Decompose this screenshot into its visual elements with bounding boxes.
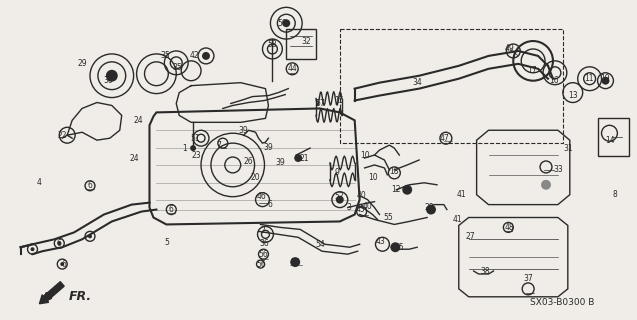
Text: 11: 11	[584, 74, 594, 83]
Text: 37: 37	[523, 275, 533, 284]
Circle shape	[541, 180, 551, 190]
Text: 35: 35	[173, 63, 182, 72]
Text: 43: 43	[376, 237, 385, 246]
Circle shape	[190, 145, 196, 151]
Text: SX03-B0300 B: SX03-B0300 B	[530, 298, 594, 307]
Text: 58: 58	[268, 39, 277, 49]
Text: 46: 46	[257, 192, 266, 201]
Text: 4: 4	[37, 178, 42, 187]
Text: 33: 33	[553, 165, 562, 174]
Circle shape	[88, 234, 92, 238]
Text: 52: 52	[334, 192, 343, 201]
Text: 6: 6	[268, 200, 273, 209]
Bar	[598, 118, 629, 156]
Text: 10: 10	[368, 173, 377, 182]
Circle shape	[106, 70, 118, 82]
Text: 41: 41	[453, 215, 462, 224]
Text: 47: 47	[440, 134, 450, 143]
Text: 34: 34	[412, 78, 422, 87]
Text: 48: 48	[505, 223, 514, 232]
Text: 10: 10	[360, 150, 369, 160]
Circle shape	[601, 77, 610, 85]
Text: 31: 31	[563, 144, 573, 153]
Text: 21: 21	[299, 154, 309, 163]
Text: 23: 23	[191, 150, 201, 160]
Text: 16: 16	[549, 76, 559, 85]
Text: 14: 14	[606, 136, 615, 145]
Circle shape	[57, 241, 61, 245]
Text: 7: 7	[217, 140, 221, 150]
Text: 5: 5	[164, 238, 169, 247]
Bar	[340, 29, 563, 143]
Text: 57: 57	[315, 99, 325, 108]
Text: 6: 6	[87, 181, 92, 190]
Text: 6: 6	[169, 205, 174, 214]
Text: 56: 56	[259, 250, 268, 259]
Text: 8: 8	[612, 190, 617, 199]
Text: 28: 28	[424, 203, 434, 212]
Text: 12: 12	[392, 185, 401, 194]
Text: 39: 39	[264, 143, 273, 152]
Text: 55: 55	[383, 213, 393, 222]
Text: 56: 56	[257, 260, 266, 268]
Circle shape	[31, 247, 34, 251]
Text: 2: 2	[260, 226, 265, 235]
Circle shape	[390, 242, 400, 252]
Text: 30: 30	[103, 76, 113, 85]
Text: 20: 20	[251, 173, 261, 182]
Text: 24: 24	[130, 154, 140, 163]
Text: 27: 27	[466, 232, 475, 241]
Bar	[286, 29, 316, 59]
Text: 42: 42	[189, 52, 199, 60]
Circle shape	[294, 154, 302, 162]
Text: 24: 24	[134, 116, 143, 125]
Text: 39: 39	[239, 126, 248, 135]
Text: 6: 6	[57, 239, 62, 248]
Text: 49: 49	[505, 44, 514, 53]
Text: 41: 41	[457, 190, 466, 199]
Text: 38: 38	[481, 267, 490, 276]
Text: 29: 29	[77, 59, 87, 68]
Text: 17: 17	[527, 66, 537, 75]
Text: 6: 6	[62, 260, 67, 268]
Circle shape	[290, 257, 300, 267]
Circle shape	[336, 196, 344, 204]
Circle shape	[403, 185, 412, 195]
Text: 54: 54	[315, 240, 325, 249]
Circle shape	[282, 19, 290, 27]
Text: 32: 32	[301, 36, 311, 45]
Text: 50: 50	[278, 19, 287, 28]
Text: 35: 35	[161, 52, 170, 60]
Text: 53: 53	[290, 258, 300, 267]
Text: 25: 25	[394, 243, 404, 252]
Text: 44: 44	[287, 64, 297, 73]
Text: 39: 39	[275, 158, 285, 167]
Text: 9: 9	[334, 168, 340, 177]
Circle shape	[426, 204, 436, 214]
Text: 3: 3	[347, 203, 351, 212]
Text: 13: 13	[568, 91, 578, 100]
Text: 26: 26	[244, 157, 254, 166]
Text: 40: 40	[357, 191, 366, 200]
Text: 40: 40	[362, 202, 373, 211]
Text: 18: 18	[390, 167, 399, 176]
Text: 22: 22	[57, 131, 67, 140]
Text: 19: 19	[601, 74, 610, 83]
Circle shape	[202, 52, 210, 60]
Text: 36: 36	[260, 239, 269, 248]
Circle shape	[61, 262, 64, 266]
Text: 45: 45	[355, 205, 366, 214]
Text: 51: 51	[190, 134, 200, 143]
Text: FR.: FR.	[69, 290, 92, 303]
Text: 15: 15	[334, 96, 343, 105]
Text: 1: 1	[182, 144, 187, 153]
FancyArrow shape	[39, 282, 64, 304]
